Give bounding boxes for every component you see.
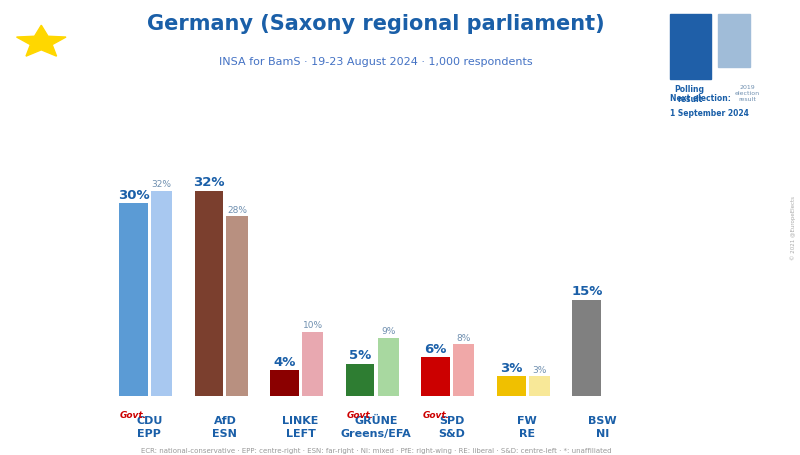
Text: Germany (Saxony regional parliament): Germany (Saxony regional parliament) <box>147 14 605 34</box>
Bar <box>670 15 711 80</box>
Bar <box>119 204 148 396</box>
Text: ECR: national-conservative · EPP: centre-right · ESN: far-right · NI: mixed · Pf: ECR: national-conservative · EPP: centre… <box>141 447 611 453</box>
Text: 3%: 3% <box>500 361 522 374</box>
Text: © 2021 @EuropeElects: © 2021 @EuropeElects <box>790 196 796 259</box>
Text: ELECTS: ELECTS <box>63 49 98 58</box>
Text: EUROPE: EUROPE <box>62 29 100 37</box>
Text: Polling
result: Polling result <box>674 85 705 104</box>
Bar <box>378 339 398 396</box>
Text: 10%: 10% <box>302 320 322 329</box>
Bar <box>302 332 323 396</box>
Bar <box>194 191 223 396</box>
Text: 2019
election
result: 2019 election result <box>734 85 760 101</box>
Text: 32%: 32% <box>151 180 171 189</box>
Bar <box>226 217 247 396</box>
Bar <box>346 364 374 396</box>
Bar <box>718 15 750 68</box>
Text: 5%: 5% <box>349 349 371 361</box>
Text: 6%: 6% <box>425 342 447 355</box>
Text: 8%: 8% <box>457 333 471 342</box>
Bar <box>573 300 601 396</box>
Bar <box>422 358 450 396</box>
Text: 9%: 9% <box>381 327 395 336</box>
Text: 30%: 30% <box>118 188 150 202</box>
Text: Govt.: Govt. <box>120 410 147 419</box>
Text: 3%: 3% <box>532 365 546 374</box>
Polygon shape <box>17 26 66 57</box>
Bar <box>453 345 474 396</box>
Bar <box>270 370 299 396</box>
Text: INSA for BamS · 19-23 August 2024 · 1,000 respondents: INSA for BamS · 19-23 August 2024 · 1,00… <box>219 57 533 67</box>
Text: Govt.: Govt. <box>346 410 374 419</box>
Bar <box>529 377 550 396</box>
Text: Next election:: Next election: <box>670 94 731 103</box>
Text: Govt.: Govt. <box>422 410 449 419</box>
Text: 4%: 4% <box>274 355 296 368</box>
Text: 32%: 32% <box>194 176 225 189</box>
Bar <box>497 377 526 396</box>
Bar <box>151 191 172 396</box>
Text: 1 September 2024: 1 September 2024 <box>670 108 750 117</box>
Text: 28%: 28% <box>227 205 247 214</box>
Text: 15%: 15% <box>571 284 602 298</box>
